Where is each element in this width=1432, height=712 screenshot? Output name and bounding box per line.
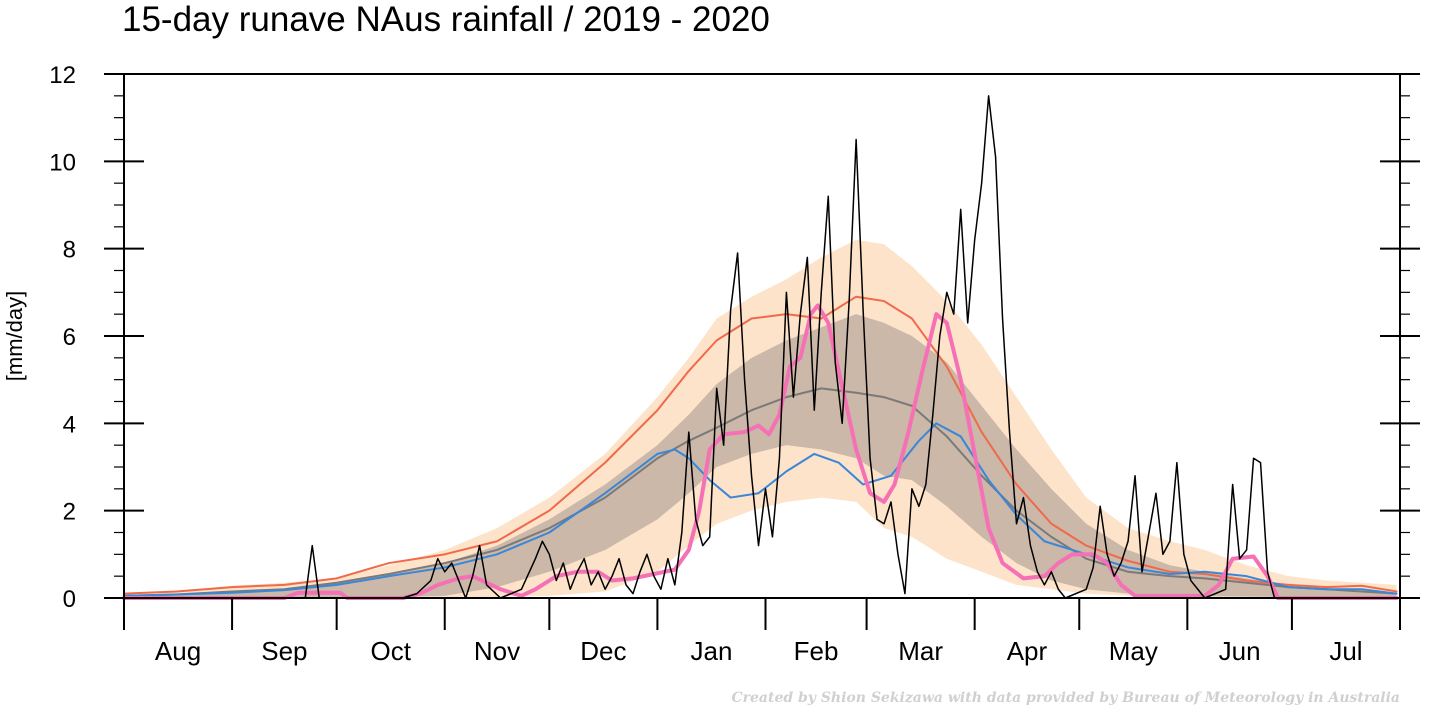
x-tick-label: Oct — [370, 636, 411, 666]
x-tick-label: May — [1109, 636, 1158, 666]
line-climatology-lower-reference — [123, 422, 1398, 597]
y-tick-label: 12 — [49, 62, 76, 89]
x-tick-label: Dec — [580, 636, 626, 666]
range-bands — [124, 239, 1397, 598]
y-tick-label: 4 — [63, 411, 76, 438]
x-tick-label: Apr — [1007, 636, 1048, 666]
data-credit: Created by Shion Sekizawa with data prov… — [731, 690, 1400, 706]
data-lines — [122, 95, 1399, 600]
y-tick-label: 10 — [49, 149, 76, 176]
y-axis: 0 2 4 6 8 10 12 — [49, 62, 1420, 613]
chart-title: 15-day runave NAus rainfall / 2019 - 202… — [122, 0, 770, 39]
x-tick-label: Jun — [1219, 636, 1261, 666]
y-tick-label: 8 — [63, 237, 76, 264]
x-tick-label: Jan — [690, 636, 732, 666]
line-climatology-upper — [123, 295, 1398, 595]
y-tick-label: 6 — [63, 324, 76, 351]
band-inner-range — [124, 314, 1397, 598]
y-axis-label: [mm/day] — [2, 291, 27, 381]
y-tick-label: 0 — [63, 586, 76, 613]
x-tick-label: Nov — [474, 636, 520, 666]
x-axis: Aug Sep Oct Nov Dec Jan Feb Mar Apr May Jun Jul — [123, 598, 1401, 666]
line-observed-15-day-runave — [122, 303, 1399, 600]
x-tick-label: Feb — [794, 636, 839, 666]
x-tick-label: Jul — [1329, 636, 1362, 666]
x-tick-label: Aug — [155, 636, 201, 666]
x-tick-label: Sep — [261, 636, 307, 666]
line-observed-daily — [123, 95, 1398, 599]
y-tick-label: 2 — [63, 499, 76, 526]
x-tick-label: Mar — [898, 636, 943, 666]
